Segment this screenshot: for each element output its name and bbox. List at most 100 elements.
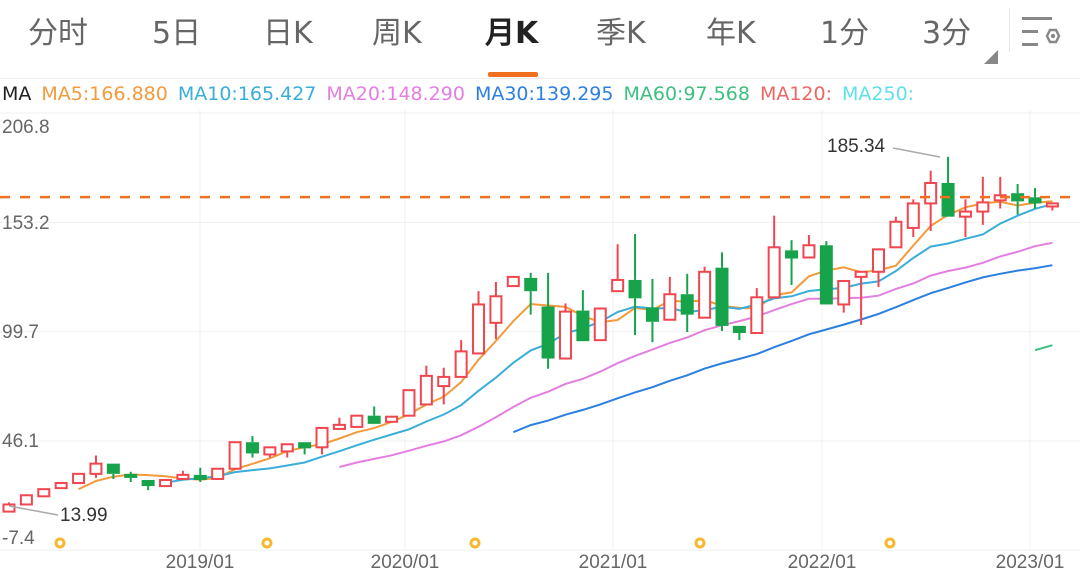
- x-axis-label: 2020/01: [370, 552, 440, 573]
- period-tab-bar: 分时 5日 日K 周K 月K 季K 年K 1分 3分: [0, 0, 1080, 79]
- tab-2[interactable]: 日K: [263, 16, 313, 51]
- candle-down: [785, 250, 799, 259]
- candle-up: [350, 414, 364, 428]
- candle-down: [124, 473, 138, 478]
- candle-up: [872, 248, 885, 273]
- tab-6[interactable]: 年K: [706, 16, 756, 51]
- event-marker-dot: [54, 537, 66, 549]
- candle-up: [489, 295, 503, 324]
- tab-8[interactable]: 3分: [922, 16, 972, 51]
- candle-up: [54, 482, 68, 490]
- candle-down: [245, 442, 259, 454]
- candlestick-chart[interactable]: [0, 110, 1080, 574]
- y-axis-label: 99.7: [2, 322, 39, 343]
- candle-down: [628, 279, 642, 299]
- max-price-annotation: 185.34: [827, 136, 886, 157]
- candle-up: [280, 443, 294, 453]
- candle-down: [819, 245, 833, 305]
- candle-down: [524, 277, 538, 292]
- candle-up: [837, 279, 851, 306]
- candle-up: [89, 462, 103, 475]
- ma-legend-item: MA10:165.427: [177, 83, 317, 105]
- candle-up: [611, 278, 625, 293]
- tab-0[interactable]: 分时: [28, 16, 88, 51]
- candle-up: [698, 270, 712, 319]
- x-axis-label: 2021/01: [578, 552, 648, 573]
- candle-down: [106, 463, 120, 474]
- ma-legend: MA MA5:166.880 MA10:165.427 MA20:148.290 MA3…: [2, 80, 924, 108]
- event-marker-dot: [694, 537, 706, 549]
- chart-settings-icon[interactable]: [1020, 14, 1062, 50]
- candle-up: [437, 375, 451, 388]
- candle-up: [906, 202, 920, 229]
- candle-up: [889, 220, 903, 249]
- candle-up: [72, 472, 86, 485]
- ma-legend-item: MA5:166.880: [41, 83, 168, 105]
- ma-line-ma10: [165, 203, 1053, 484]
- tab-1[interactable]: 5日: [152, 16, 202, 51]
- x-axis-label: 2023/01: [995, 552, 1065, 573]
- candle-down: [941, 183, 955, 217]
- min-price-annotation: 13.99: [60, 505, 108, 526]
- candle-up: [228, 441, 242, 470]
- candle-up: [332, 423, 346, 430]
- candle-down: [1028, 197, 1042, 204]
- max-leader-line: [892, 147, 941, 158]
- candle-down: [1011, 193, 1025, 202]
- x-axis-label: 2019/01: [165, 552, 235, 573]
- candle-up: [472, 303, 486, 355]
- ma-legend-item: MA120:: [759, 83, 832, 105]
- candle-down: [298, 442, 312, 449]
- ma-line-ma20: [339, 241, 1053, 468]
- active-tab-underline: [488, 72, 538, 77]
- ma-legend-item: MA60:97.568: [623, 83, 750, 105]
- y-axis-label: 206.8: [2, 117, 50, 138]
- candle-up: [211, 467, 225, 480]
- y-axis-label: -7.4: [2, 528, 35, 549]
- y-axis-label: 153.2: [2, 213, 50, 234]
- candle-up: [176, 473, 190, 480]
- candle-up: [402, 389, 416, 417]
- candle-down: [141, 479, 155, 487]
- tab-5[interactable]: 季K: [596, 16, 646, 51]
- candle-up: [750, 296, 764, 335]
- candle-up: [454, 350, 468, 378]
- candle-up: [663, 293, 677, 321]
- candle-up: [37, 488, 51, 498]
- min-leader-line: [8, 505, 59, 516]
- candle-down: [645, 307, 659, 322]
- ma-line-ma60: [1034, 344, 1053, 352]
- candle-up: [19, 494, 33, 506]
- ma-legend-item: MA250:: [842, 83, 915, 105]
- tab-divider: [1009, 8, 1010, 52]
- candle-up: [558, 310, 572, 360]
- candle-up: [924, 182, 938, 205]
- candle-up: [2, 503, 16, 513]
- ma-line-ma30: [512, 264, 1053, 434]
- tab-7[interactable]: 1分: [820, 16, 870, 51]
- tab-4[interactable]: 月K: [485, 16, 539, 51]
- ma-legend-item: MA30:139.295: [474, 83, 614, 105]
- more-periods-indicator[interactable]: [984, 50, 998, 64]
- candle-up: [506, 275, 520, 288]
- candle-up: [593, 307, 607, 342]
- candle-up: [315, 426, 329, 449]
- candle-up: [854, 270, 868, 278]
- candle-down: [576, 310, 590, 342]
- candle-up: [1045, 202, 1059, 208]
- x-axis-label: 2022/01: [787, 552, 857, 573]
- candle-down: [715, 267, 729, 326]
- candle-up: [263, 446, 277, 456]
- tab-3[interactable]: 周K: [372, 16, 422, 51]
- candle-down: [367, 415, 381, 424]
- candle-down: [193, 474, 207, 480]
- y-axis-label: 46.1: [2, 431, 39, 452]
- event-marker-dot: [469, 537, 481, 549]
- candle-up: [976, 201, 990, 213]
- candle-up: [159, 478, 173, 488]
- ma-legend-item: MA20:148.290: [326, 83, 465, 105]
- candle-down: [541, 306, 555, 359]
- candle-up: [419, 374, 433, 406]
- ma-legend-item: MA: [2, 83, 32, 105]
- candle-down: [680, 294, 694, 315]
